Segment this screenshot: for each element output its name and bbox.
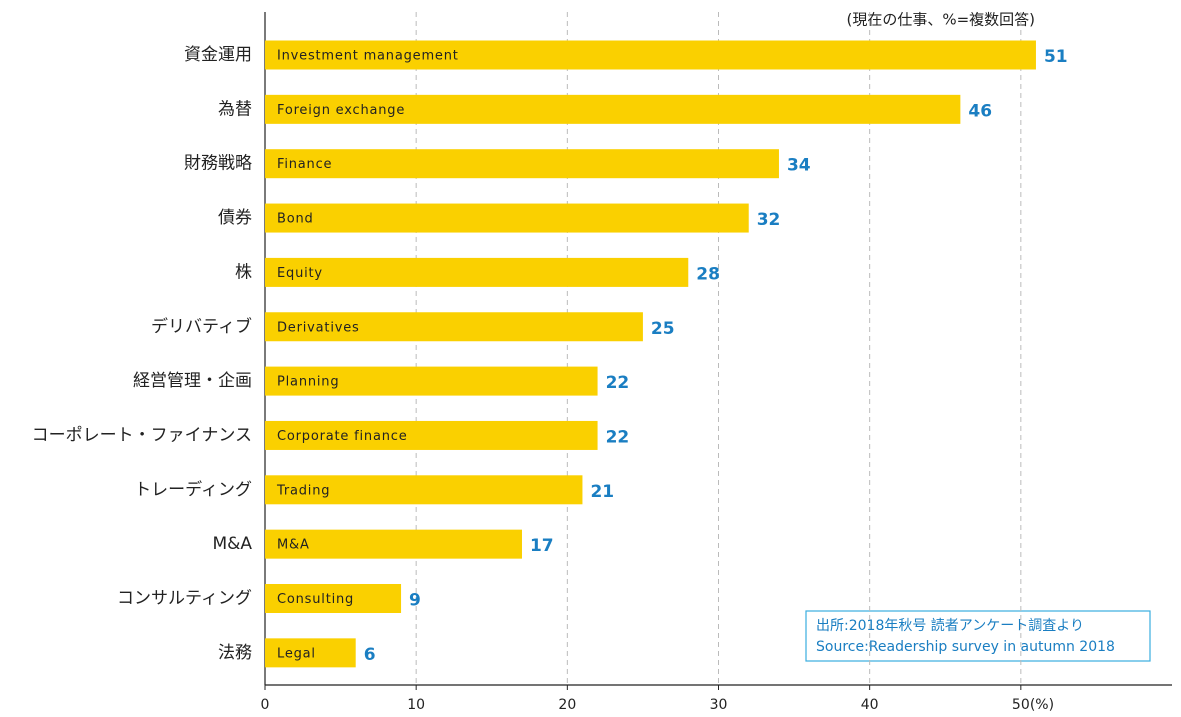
bar (265, 40, 1036, 70)
value-label: 28 (696, 264, 720, 284)
x-tick-label: 20 (558, 697, 576, 713)
bar-english-label: Trading (276, 483, 330, 498)
bar-english-label: Finance (277, 157, 332, 172)
value-label: 25 (651, 319, 675, 339)
bar-english-label: Equity (277, 266, 323, 281)
bar-english-label: Legal (277, 646, 316, 661)
category-label: 株 (235, 262, 252, 282)
bar-english-label: Investment management (277, 49, 459, 64)
category-label: 法務 (218, 643, 252, 663)
category-label: デリバティブ (151, 316, 252, 337)
source-box (805, 610, 1151, 662)
bar (265, 94, 961, 124)
category-label: 為替 (218, 99, 252, 119)
bar-english-label: Consulting (277, 592, 354, 607)
bar (265, 149, 779, 179)
bar-english-label: M&A (277, 538, 310, 553)
bar (265, 366, 598, 396)
category-label: 債券 (218, 208, 252, 228)
category-label: 資金運用 (184, 45, 252, 65)
source-line: 出所:2018年秋号 読者アンケート調査より (816, 617, 1084, 634)
category-label: コンサルティング (117, 589, 252, 609)
category-label: 経営管理・企画 (133, 371, 252, 391)
x-tick-label: 30 (710, 697, 728, 713)
value-label: 6 (364, 645, 376, 665)
value-label: 22 (606, 373, 630, 393)
value-label: 21 (590, 482, 614, 502)
value-label: 34 (787, 156, 811, 176)
value-label: 17 (530, 536, 554, 556)
bar (265, 475, 583, 505)
x-tick-label: 50 (1012, 697, 1030, 713)
value-label: 9 (409, 591, 421, 611)
bar-english-label: Foreign exchange (277, 103, 405, 118)
value-label: 46 (968, 101, 992, 121)
value-label: 32 (757, 210, 781, 230)
bar-english-label: Planning (277, 375, 339, 390)
x-tick-label: 0 (261, 697, 270, 713)
bar (265, 638, 356, 668)
bar-english-label: Corporate finance (277, 429, 408, 444)
chart-note: (現在の仕事、%=複数回答) (846, 11, 1035, 29)
value-label: 51 (1044, 47, 1068, 67)
value-label: 22 (606, 427, 630, 447)
category-label: コーポレート・ファイナンス (32, 425, 252, 445)
bar (265, 529, 522, 559)
bar (265, 257, 689, 287)
category-label: 財務戦略 (184, 154, 252, 174)
bar (265, 584, 402, 613)
bar (265, 312, 643, 342)
source-line: Source:Readership survey in autumn 2018 (816, 639, 1115, 655)
bar-english-label: Bond (277, 212, 314, 227)
x-tick-label: 40 (861, 697, 879, 713)
x-unit: (%) (1030, 697, 1054, 713)
bar (265, 420, 598, 450)
bar-english-label: Derivatives (277, 320, 360, 335)
category-label: トレーディング (134, 479, 252, 500)
bar (265, 203, 749, 233)
category-label: M&A (212, 534, 252, 554)
x-tick-label: 10 (407, 697, 425, 713)
